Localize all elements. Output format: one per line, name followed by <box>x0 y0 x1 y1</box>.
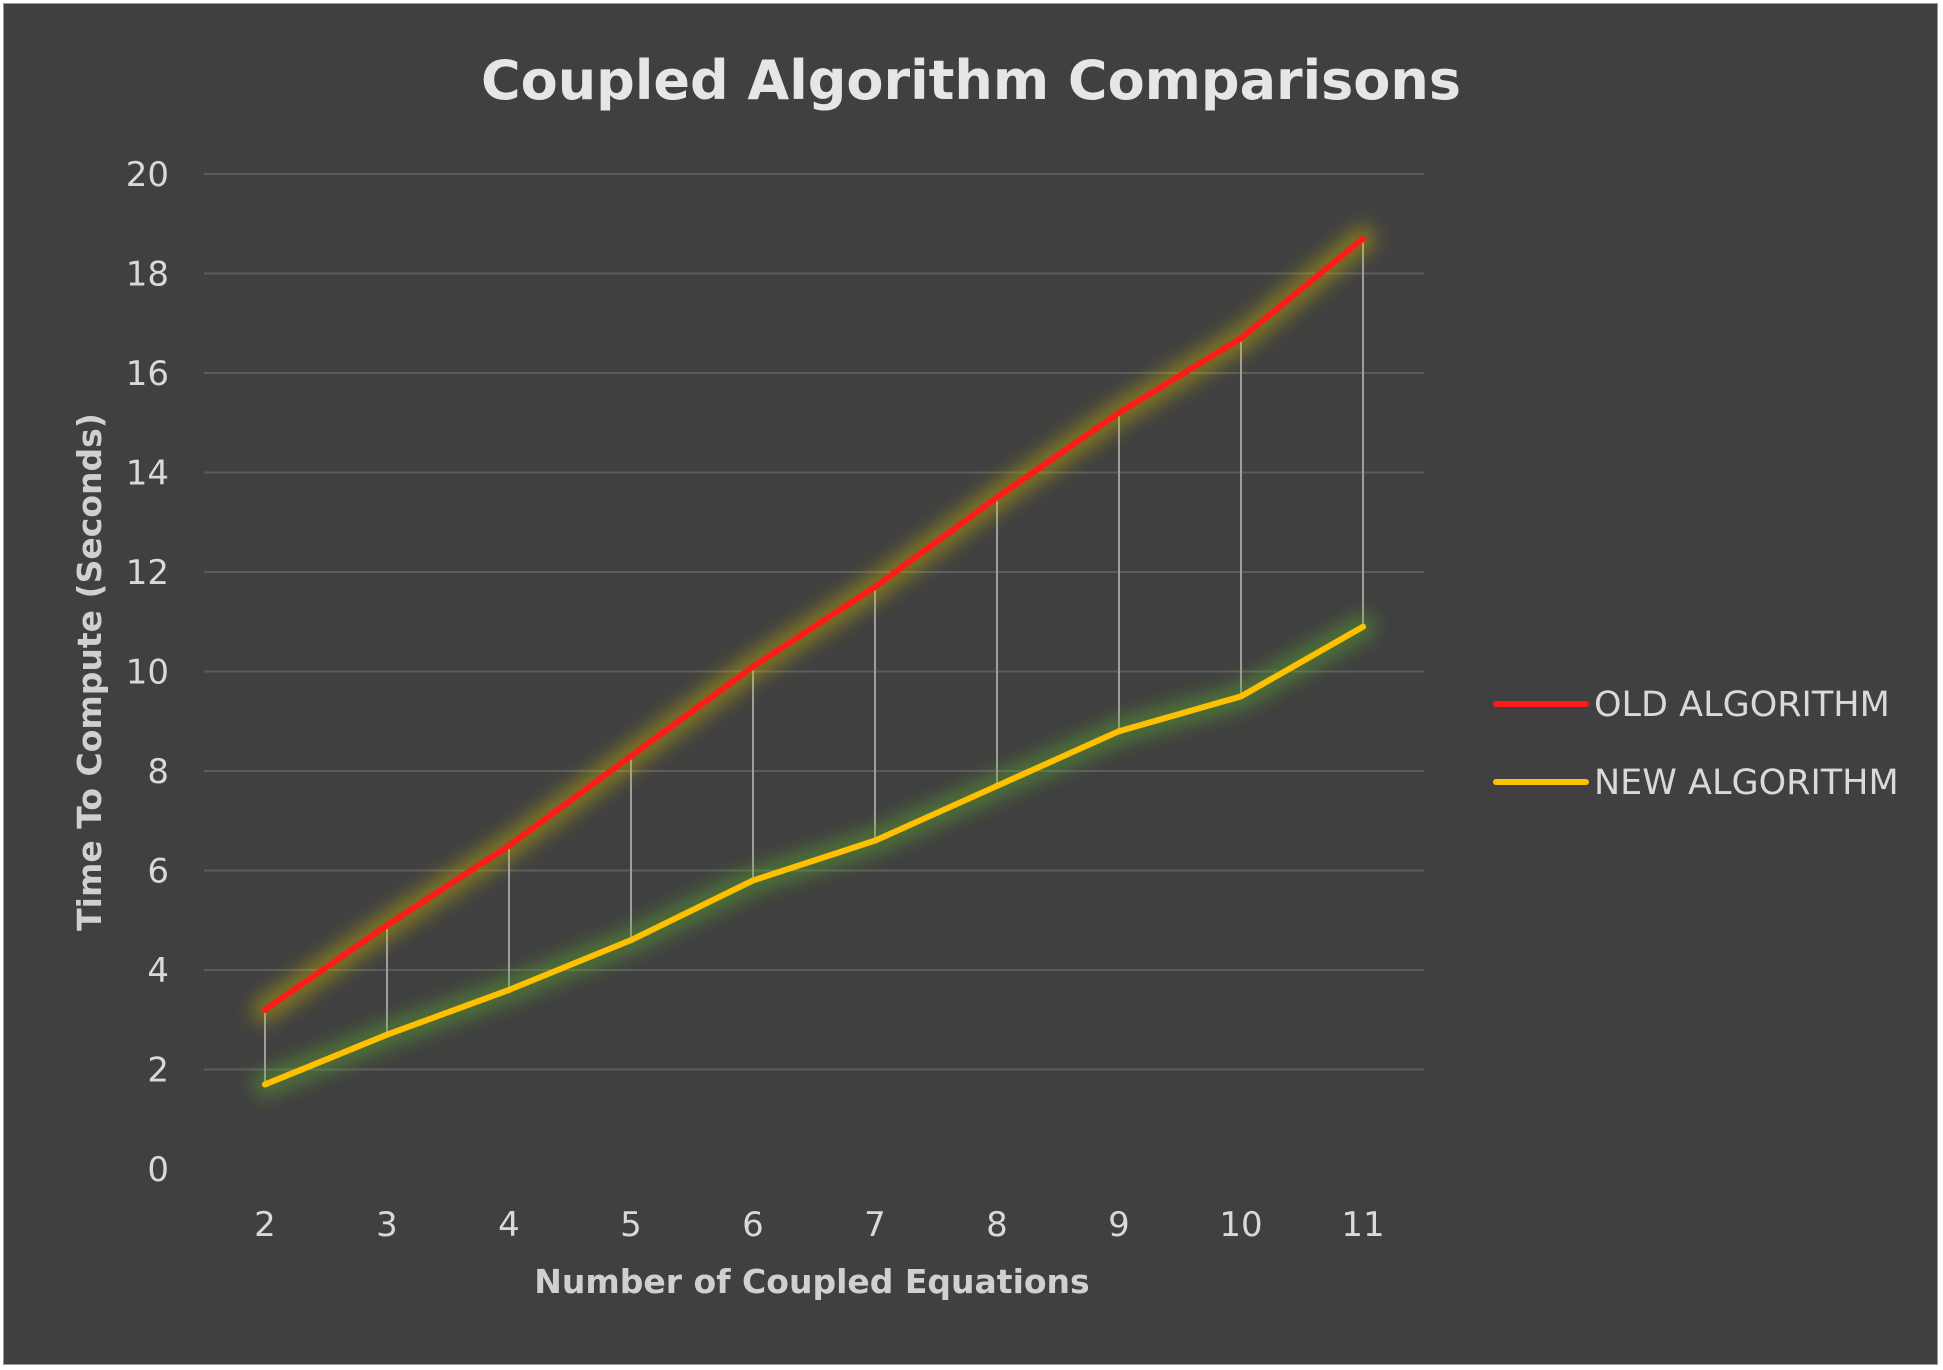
x-tick-label: 9 <box>1108 1205 1130 1245</box>
chart-title: Coupled Algorithm Comparisons <box>481 49 1461 112</box>
x-tick-label: 8 <box>986 1205 1008 1245</box>
data-point-old-algorithm <box>628 753 634 760</box>
data-point-old-algorithm <box>506 842 512 849</box>
data-point-new-algorithm <box>994 782 1000 789</box>
chart-frame: Coupled Algorithm Comparisons 0 2 4 6 8 10 12 1… <box>3 3 1938 1365</box>
data-point-new-algorithm <box>506 986 512 993</box>
series-line-old-algorithm <box>262 235 1366 1013</box>
data-point-new-algorithm <box>750 877 756 884</box>
x-tick-label: 7 <box>864 1205 886 1245</box>
y-tick-label: 4 <box>147 951 169 991</box>
x-tick-label: 2 <box>254 1205 276 1245</box>
legend-label: OLD ALGORITHM <box>1594 685 1890 725</box>
x-tick-label: 11 <box>1341 1205 1384 1245</box>
y-axis-label: Time To Compute (Seconds) <box>70 413 109 931</box>
data-point-old-algorithm <box>1238 335 1244 342</box>
y-tick-label: 14 <box>126 454 169 494</box>
data-point-old-algorithm <box>750 663 756 670</box>
x-tick-label: 6 <box>742 1205 764 1245</box>
series-glow-new-algorithm <box>252 613 1376 1098</box>
data-point-old-algorithm <box>994 494 1000 501</box>
x-axis-ticks: 2 3 4 5 6 7 8 9 10 11 <box>254 1205 1384 1245</box>
data-point-new-algorithm <box>262 1081 268 1088</box>
y-tick-label: 16 <box>126 354 169 394</box>
x-tick-label: 5 <box>620 1205 642 1245</box>
legend-label: NEW ALGORITHM <box>1594 763 1899 803</box>
x-tick-label: 10 <box>1219 1205 1262 1245</box>
data-point-new-algorithm <box>384 1031 390 1038</box>
y-tick-label: 0 <box>147 1150 169 1190</box>
x-tick-label: 3 <box>376 1205 398 1245</box>
data-point-old-algorithm <box>1360 235 1366 242</box>
gridlines <box>204 173 1424 1071</box>
y-tick-label: 2 <box>147 1051 169 1091</box>
x-axis-label: Number of Coupled Equations <box>534 1262 1089 1301</box>
y-tick-label: 6 <box>147 852 169 892</box>
y-tick-label: 8 <box>147 752 169 792</box>
data-point-old-algorithm <box>384 922 390 929</box>
data-point-new-algorithm <box>628 937 634 944</box>
data-point-new-algorithm <box>872 837 878 844</box>
y-tick-label: 10 <box>126 653 169 693</box>
series-line-new-algorithm <box>262 623 1366 1088</box>
line-chart: Coupled Algorithm Comparisons 0 2 4 6 8 10 12 1… <box>70 49 1899 1301</box>
y-tick-label: 20 <box>126 155 169 195</box>
data-point-new-algorithm <box>1116 728 1122 735</box>
data-point-old-algorithm <box>262 1006 268 1013</box>
data-point-old-algorithm <box>872 583 878 590</box>
y-tick-label: 12 <box>126 553 169 593</box>
data-point-new-algorithm <box>1360 623 1366 630</box>
legend: OLD ALGORITHM NEW ALGORITHM <box>1493 685 1899 803</box>
series-lines <box>252 225 1376 1098</box>
x-tick-label: 4 <box>498 1205 520 1245</box>
y-tick-label: 18 <box>126 255 169 295</box>
y-axis-ticks: 0 2 4 6 8 10 12 14 16 18 20 <box>126 155 169 1190</box>
data-point-old-algorithm <box>1116 409 1122 416</box>
data-point-new-algorithm <box>1238 693 1244 700</box>
